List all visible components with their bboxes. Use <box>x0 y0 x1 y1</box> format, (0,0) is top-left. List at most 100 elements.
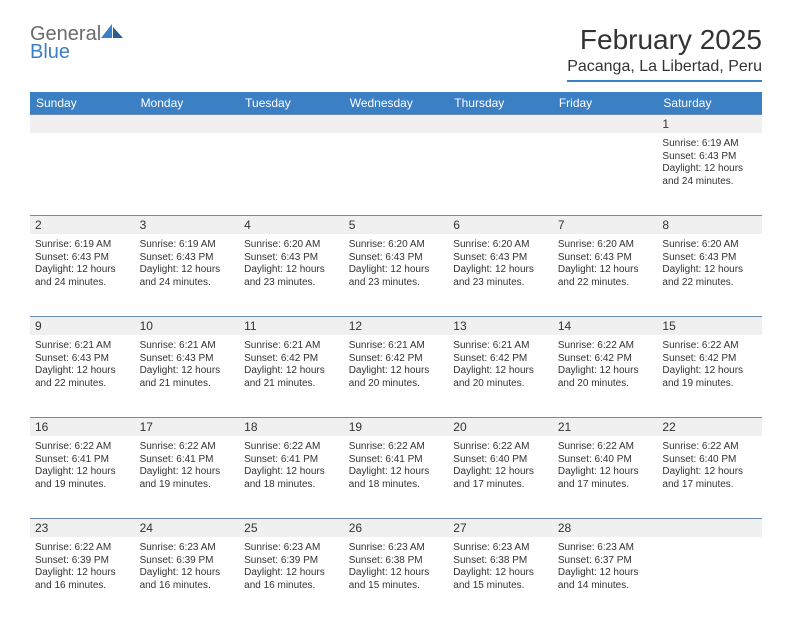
sunrise-text: Sunrise: 6:22 AM <box>140 441 235 454</box>
day-cell: Sunrise: 6:21 AMSunset: 6:42 PMDaylight:… <box>448 335 553 417</box>
daylight-text: Daylight: 12 hours and 15 minutes. <box>349 567 444 592</box>
daylight-text: Daylight: 12 hours and 23 minutes. <box>453 264 548 289</box>
sunrise-text: Sunrise: 6:23 AM <box>244 542 339 555</box>
sunset-text: Sunset: 6:43 PM <box>140 353 235 366</box>
sunrise-text: Sunrise: 6:22 AM <box>349 441 444 454</box>
day-cell <box>448 133 553 215</box>
sunset-text: Sunset: 6:39 PM <box>244 555 339 568</box>
sunset-text: Sunset: 6:39 PM <box>35 555 130 568</box>
day-number: 22 <box>657 418 762 436</box>
day-cell: Sunrise: 6:22 AMSunset: 6:41 PMDaylight:… <box>30 436 135 518</box>
day-number: 24 <box>135 519 240 537</box>
daylight-text: Daylight: 12 hours and 19 minutes. <box>662 365 757 390</box>
week-number-row: 2345678 <box>30 215 762 234</box>
day-info: Sunrise: 6:21 AMSunset: 6:43 PMDaylight:… <box>35 338 130 390</box>
sunrise-text: Sunrise: 6:23 AM <box>453 542 548 555</box>
day-cell: Sunrise: 6:22 AMSunset: 6:41 PMDaylight:… <box>239 436 344 518</box>
sunrise-text: Sunrise: 6:20 AM <box>349 239 444 252</box>
day-info: Sunrise: 6:22 AMSunset: 6:42 PMDaylight:… <box>558 338 653 390</box>
daylight-text: Daylight: 12 hours and 24 minutes. <box>662 163 757 188</box>
sunrise-text: Sunrise: 6:22 AM <box>662 340 757 353</box>
week-info-row: Sunrise: 6:19 AMSunset: 6:43 PMDaylight:… <box>30 133 762 215</box>
sunset-text: Sunset: 6:42 PM <box>662 353 757 366</box>
daylight-text: Daylight: 12 hours and 20 minutes. <box>453 365 548 390</box>
day-info: Sunrise: 6:20 AMSunset: 6:43 PMDaylight:… <box>558 237 653 289</box>
col-wednesday: Wednesday <box>344 92 449 114</box>
brand-text: General Blue <box>30 24 123 61</box>
day-info: Sunrise: 6:21 AMSunset: 6:43 PMDaylight:… <box>140 338 235 390</box>
day-info: Sunrise: 6:20 AMSunset: 6:43 PMDaylight:… <box>453 237 548 289</box>
sail-icon <box>101 24 123 40</box>
col-monday: Monday <box>135 92 240 114</box>
day-info: Sunrise: 6:23 AMSunset: 6:39 PMDaylight:… <box>140 540 235 592</box>
daylight-text: Daylight: 12 hours and 18 minutes. <box>244 466 339 491</box>
sunrise-text: Sunrise: 6:19 AM <box>35 239 130 252</box>
day-number: 13 <box>448 317 553 335</box>
sunrise-text: Sunrise: 6:22 AM <box>558 340 653 353</box>
day-info: Sunrise: 6:20 AMSunset: 6:43 PMDaylight:… <box>349 237 444 289</box>
sunset-text: Sunset: 6:41 PM <box>244 454 339 467</box>
day-number <box>448 115 553 133</box>
calendar-page: General Blue February 2025 Pacanga, La L… <box>0 0 792 629</box>
day-cell: Sunrise: 6:20 AMSunset: 6:43 PMDaylight:… <box>553 234 658 316</box>
day-number: 26 <box>344 519 449 537</box>
daylight-text: Daylight: 12 hours and 24 minutes. <box>140 264 235 289</box>
day-number: 23 <box>30 519 135 537</box>
day-number: 9 <box>30 317 135 335</box>
daylight-text: Daylight: 12 hours and 20 minutes. <box>558 365 653 390</box>
day-info: Sunrise: 6:19 AMSunset: 6:43 PMDaylight:… <box>662 136 757 188</box>
sunset-text: Sunset: 6:37 PM <box>558 555 653 568</box>
daylight-text: Daylight: 12 hours and 16 minutes. <box>140 567 235 592</box>
day-number <box>239 115 344 133</box>
day-number: 3 <box>135 216 240 234</box>
day-info: Sunrise: 6:21 AMSunset: 6:42 PMDaylight:… <box>453 338 548 390</box>
day-number: 19 <box>344 418 449 436</box>
day-info: Sunrise: 6:22 AMSunset: 6:41 PMDaylight:… <box>140 439 235 491</box>
day-info: Sunrise: 6:22 AMSunset: 6:41 PMDaylight:… <box>349 439 444 491</box>
day-number: 28 <box>553 519 658 537</box>
sunset-text: Sunset: 6:41 PM <box>35 454 130 467</box>
sunset-text: Sunset: 6:41 PM <box>140 454 235 467</box>
daylight-text: Daylight: 12 hours and 23 minutes. <box>244 264 339 289</box>
day-info: Sunrise: 6:21 AMSunset: 6:42 PMDaylight:… <box>244 338 339 390</box>
sunrise-text: Sunrise: 6:20 AM <box>453 239 548 252</box>
sunset-text: Sunset: 6:40 PM <box>453 454 548 467</box>
daylight-text: Daylight: 12 hours and 24 minutes. <box>35 264 130 289</box>
day-number <box>657 519 762 537</box>
sunrise-text: Sunrise: 6:19 AM <box>662 138 757 151</box>
day-cell <box>657 537 762 619</box>
daylight-text: Daylight: 12 hours and 15 minutes. <box>453 567 548 592</box>
day-cell: Sunrise: 6:23 AMSunset: 6:39 PMDaylight:… <box>239 537 344 619</box>
day-cell: Sunrise: 6:21 AMSunset: 6:43 PMDaylight:… <box>30 335 135 417</box>
day-cell: Sunrise: 6:22 AMSunset: 6:40 PMDaylight:… <box>553 436 658 518</box>
day-number: 27 <box>448 519 553 537</box>
day-cell <box>239 133 344 215</box>
day-number <box>30 115 135 133</box>
day-info: Sunrise: 6:23 AMSunset: 6:37 PMDaylight:… <box>558 540 653 592</box>
sunset-text: Sunset: 6:39 PM <box>140 555 235 568</box>
sunrise-text: Sunrise: 6:22 AM <box>662 441 757 454</box>
daylight-text: Daylight: 12 hours and 21 minutes. <box>140 365 235 390</box>
page-header: General Blue February 2025 Pacanga, La L… <box>30 24 762 82</box>
day-info: Sunrise: 6:22 AMSunset: 6:40 PMDaylight:… <box>558 439 653 491</box>
day-cell: Sunrise: 6:21 AMSunset: 6:42 PMDaylight:… <box>344 335 449 417</box>
day-number: 4 <box>239 216 344 234</box>
sunset-text: Sunset: 6:43 PM <box>35 353 130 366</box>
col-friday: Friday <box>553 92 658 114</box>
week-info-row: Sunrise: 6:22 AMSunset: 6:41 PMDaylight:… <box>30 436 762 518</box>
day-cell: Sunrise: 6:21 AMSunset: 6:42 PMDaylight:… <box>239 335 344 417</box>
day-cell: Sunrise: 6:19 AMSunset: 6:43 PMDaylight:… <box>30 234 135 316</box>
sunset-text: Sunset: 6:43 PM <box>662 151 757 164</box>
day-cell: Sunrise: 6:22 AMSunset: 6:40 PMDaylight:… <box>657 436 762 518</box>
col-tuesday: Tuesday <box>239 92 344 114</box>
daylight-text: Daylight: 12 hours and 17 minutes. <box>662 466 757 491</box>
brand-logo: General Blue <box>30 24 123 61</box>
day-cell: Sunrise: 6:20 AMSunset: 6:43 PMDaylight:… <box>344 234 449 316</box>
daylight-text: Daylight: 12 hours and 21 minutes. <box>244 365 339 390</box>
sunset-text: Sunset: 6:43 PM <box>35 252 130 265</box>
day-info: Sunrise: 6:21 AMSunset: 6:42 PMDaylight:… <box>349 338 444 390</box>
day-cell <box>30 133 135 215</box>
day-cell: Sunrise: 6:20 AMSunset: 6:43 PMDaylight:… <box>448 234 553 316</box>
day-number: 15 <box>657 317 762 335</box>
day-cell: Sunrise: 6:20 AMSunset: 6:43 PMDaylight:… <box>657 234 762 316</box>
